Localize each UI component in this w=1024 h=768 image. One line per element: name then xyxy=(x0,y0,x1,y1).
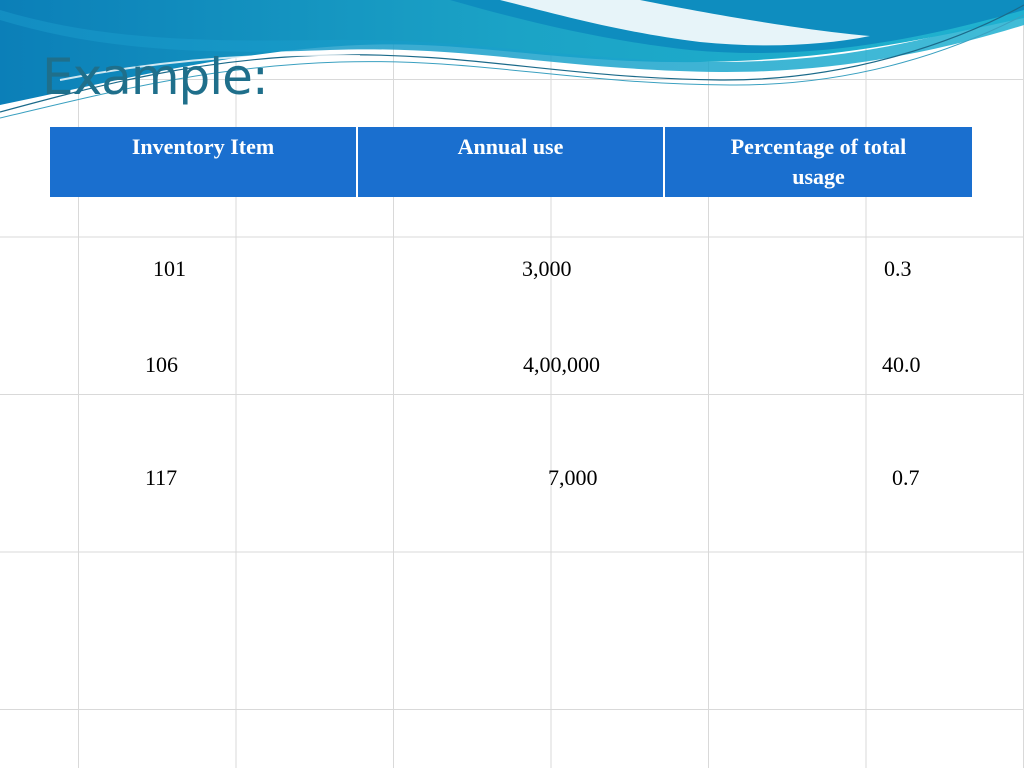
row-2-percentage: 40.0 xyxy=(882,352,921,377)
slide-title: Example: xyxy=(42,48,269,106)
header-percentage-label-line2: usage xyxy=(792,164,845,189)
header-inventory-item: Inventory Item xyxy=(50,127,356,197)
header-annual-use: Annual use xyxy=(358,127,663,197)
row-3-annual-use: 7,000 xyxy=(548,465,598,490)
row-1-inventory-item: 101 xyxy=(153,256,186,281)
row-2-annual-use: 4,00,000 xyxy=(523,352,600,377)
decorative-wave-banner xyxy=(0,0,1024,119)
table-header-row: Inventory Item Annual use Percentage of … xyxy=(50,127,972,197)
row-2-inventory-item: 106 xyxy=(145,352,178,377)
row-1-percentage: 0.3 xyxy=(884,256,912,281)
row-1-annual-use: 3,000 xyxy=(522,256,572,281)
header-percentage-label-line1: Percentage of total xyxy=(730,134,907,159)
header-percentage-of-total-usage: Percentage of total usage xyxy=(665,127,972,197)
header-annual-use-label: Annual use xyxy=(457,134,564,159)
row-3-percentage: 0.7 xyxy=(892,465,920,490)
row-3-inventory-item: 117 xyxy=(145,465,178,490)
header-inventory-item-label: Inventory Item xyxy=(131,134,275,159)
